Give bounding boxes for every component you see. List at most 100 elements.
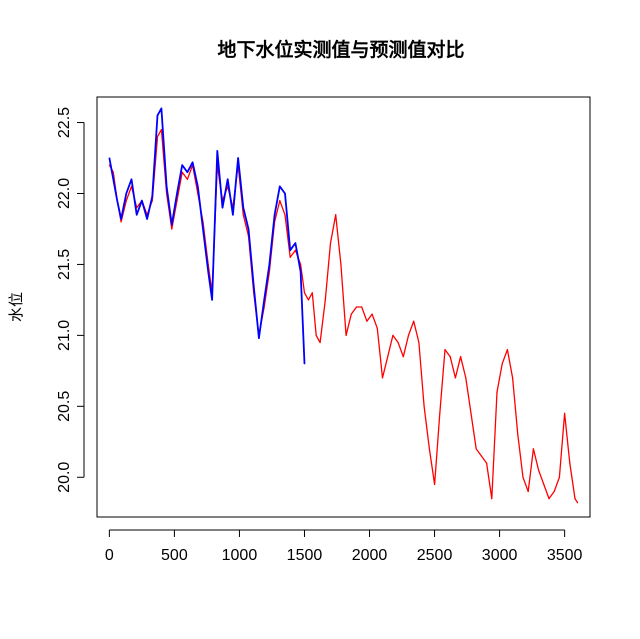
data-point	[294, 242, 296, 244]
data-point	[300, 263, 302, 265]
data-point	[397, 341, 399, 344]
data-point	[303, 363, 306, 365]
data-point	[284, 214, 286, 216]
data-point	[274, 214, 276, 216]
x-tick-label: 0	[105, 547, 114, 564]
plot-border	[96, 96, 591, 518]
data-point	[324, 299, 326, 301]
data-point	[186, 171, 188, 173]
data-point	[263, 299, 265, 301]
data-point	[125, 200, 127, 202]
data-point	[335, 214, 337, 216]
data-point	[156, 136, 159, 138]
data-point	[181, 171, 183, 173]
data-point	[136, 214, 138, 216]
data-point	[423, 405, 425, 407]
data-point	[413, 320, 415, 322]
data-point	[361, 306, 363, 308]
data-point	[216, 150, 218, 152]
data-point	[130, 178, 133, 180]
series-line	[108, 107, 306, 364]
data-point	[232, 214, 234, 216]
data-point	[160, 107, 162, 109]
x-tick-label: 2500	[417, 547, 453, 564]
data-point	[371, 313, 373, 315]
data-point	[268, 263, 270, 265]
x-tick-label: 3500	[547, 547, 583, 564]
data-point	[376, 327, 378, 329]
data-point	[108, 157, 110, 159]
y-tick-label: 22.0	[56, 178, 73, 209]
data-point	[258, 337, 260, 339]
y-axis-label: 水位	[7, 292, 25, 322]
data-point	[527, 490, 529, 493]
x-tick-label: 1000	[222, 547, 258, 564]
x-tick-label: 2000	[352, 547, 388, 564]
data-point	[553, 490, 555, 493]
data-point	[247, 228, 250, 230]
data-point	[300, 270, 302, 273]
x-tick-label: 500	[161, 547, 188, 564]
chart-title: 地下水位实测值与预测值对比	[217, 38, 464, 61]
data-point	[211, 299, 213, 301]
data-point	[355, 306, 358, 308]
data-point	[532, 448, 535, 450]
data-point	[574, 498, 576, 500]
data-point	[340, 263, 342, 265]
data-point	[207, 270, 209, 273]
data-point	[156, 114, 159, 116]
data-point	[350, 313, 352, 315]
data-point	[407, 334, 410, 336]
data-point	[454, 377, 456, 379]
data-point	[501, 363, 503, 365]
data-point	[289, 256, 291, 258]
data-point	[116, 200, 118, 202]
data-point	[475, 448, 477, 450]
data-point	[253, 285, 255, 287]
data-point	[160, 129, 162, 131]
data-point	[242, 214, 244, 216]
data-point	[311, 292, 313, 294]
data-point	[125, 192, 127, 195]
data-point	[538, 469, 540, 471]
data-point	[315, 334, 317, 336]
data-point	[491, 498, 493, 500]
data-point	[120, 221, 122, 223]
data-point	[181, 164, 183, 166]
data-point	[319, 341, 321, 344]
data-point	[141, 200, 143, 202]
data-point	[146, 218, 148, 220]
data-point	[543, 483, 545, 485]
data-point	[449, 356, 451, 358]
data-point	[496, 391, 498, 393]
data-point	[171, 224, 173, 226]
data-point	[434, 483, 436, 485]
data-point	[366, 320, 368, 322]
data-point	[166, 185, 168, 187]
data-point	[402, 356, 404, 358]
data-point	[460, 356, 462, 358]
data-point	[329, 242, 332, 244]
data-point	[186, 178, 188, 180]
data-point	[506, 349, 508, 351]
data-point	[381, 377, 384, 379]
y-tick-label: 22.5	[56, 107, 73, 138]
data-point	[227, 178, 229, 180]
data-point	[284, 192, 286, 195]
data-point	[558, 476, 561, 478]
data-point	[112, 171, 114, 173]
data-point	[392, 334, 394, 336]
data-point	[151, 195, 153, 197]
series-line	[108, 128, 579, 504]
data-point	[120, 218, 122, 220]
x-tick-label: 3000	[482, 547, 518, 564]
data-point	[242, 207, 244, 209]
data-point	[564, 412, 566, 414]
data-point	[279, 185, 281, 187]
data-point	[294, 249, 296, 251]
data-point	[444, 349, 446, 351]
data-point	[511, 377, 514, 379]
data-point	[279, 200, 281, 202]
y-tick-label: 21.5	[56, 249, 73, 280]
